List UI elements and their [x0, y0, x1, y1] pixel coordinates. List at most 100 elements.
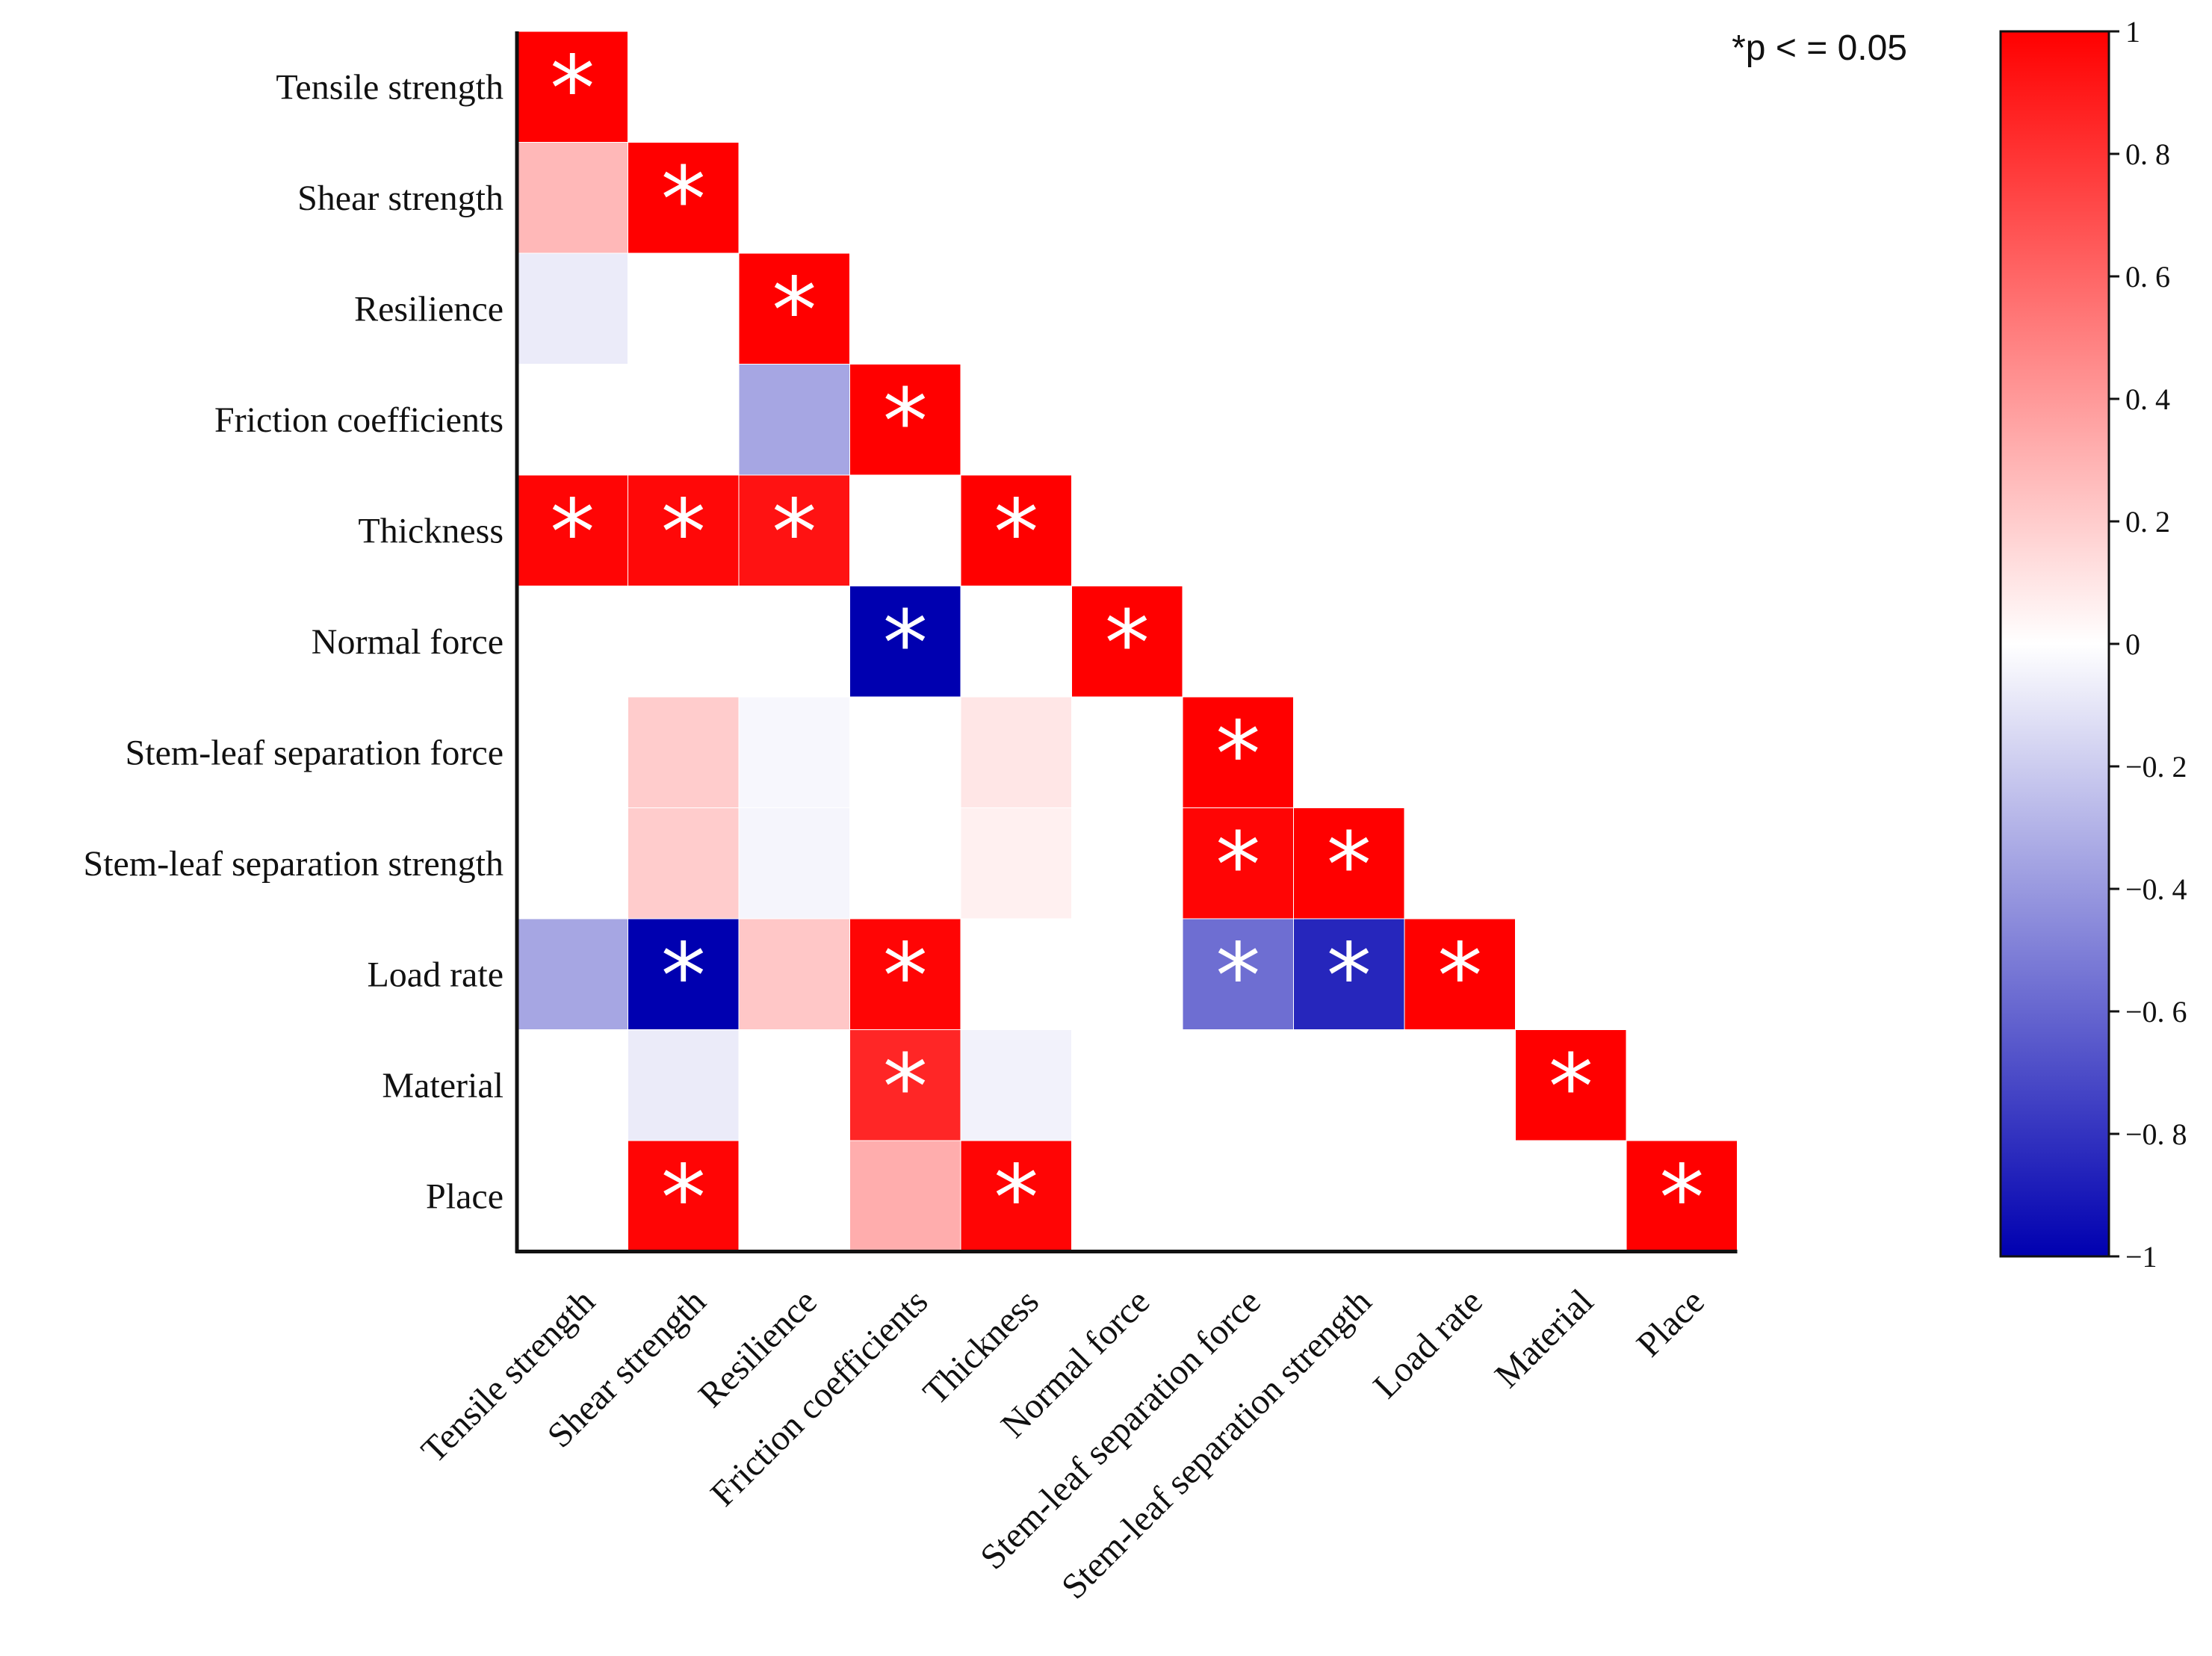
- significance-star: *: [1215, 925, 1260, 1029]
- heatmap-cell-place-resilience: [738, 1140, 850, 1252]
- significance-star: *: [994, 481, 1038, 585]
- heatmap-cell-place-place: [1626, 1140, 1738, 1252]
- row-label-place: Place: [426, 1176, 504, 1216]
- colorbar-tick-label: 0. 2: [2125, 505, 2170, 539]
- significance-star: *: [883, 370, 928, 474]
- heatmap-cell-material-resilience: [738, 1029, 850, 1141]
- heatmap-cell-material-friction-coefficients: [849, 1029, 961, 1141]
- colorbar-gradient: [1999, 30, 2110, 1258]
- significance-star: *: [994, 1147, 1038, 1250]
- matrix-axes: [515, 31, 1738, 1253]
- heatmap-cell-resilience-shear-strength: [628, 252, 740, 365]
- heatmap-cell-friction-coefficients-resilience: [738, 364, 850, 476]
- row-label-stem-leaf-separation-force: Stem-leaf separation force: [126, 733, 504, 772]
- colorbar-tick-label: 0. 6: [2125, 260, 2170, 294]
- column-label-friction-coefficients: Friction coefficients: [703, 1282, 935, 1514]
- significance-star: *: [1215, 703, 1260, 807]
- significance-star: *: [550, 37, 595, 141]
- colorbar-tick-label: 0. 4: [2125, 382, 2170, 416]
- heatmap-cell-normal-force-thickness: [960, 586, 1072, 698]
- colorbar-tick-label: −0. 2: [2125, 750, 2187, 784]
- significance-star: *: [1549, 1036, 1593, 1140]
- significance-star: *: [772, 259, 817, 363]
- heatmap-cell-place-stem-leaf-separation-strength: [1293, 1140, 1405, 1252]
- heatmap-cell-stem-leaf-separation-force-friction-coefficients: [849, 696, 961, 808]
- heatmap-cell-stem-leaf-separation-strength-stem-leaf-separation-strength: [1293, 807, 1405, 920]
- colorbar-tick-label: 0. 8: [2125, 137, 2170, 171]
- heatmap-cell-place-normal-force: [1071, 1140, 1183, 1252]
- significance-star: *: [1659, 1147, 1704, 1250]
- significance-star: *: [661, 925, 706, 1029]
- heatmap-cell-load-rate-load-rate: [1404, 918, 1516, 1030]
- heatmap-cell-thickness-friction-coefficients: [849, 474, 961, 586]
- heatmap-cell-stem-leaf-separation-force-stem-leaf-separation-force: [1182, 696, 1294, 808]
- heatmap-cell-stem-leaf-separation-force-shear-strength: [628, 696, 740, 808]
- colorbar-tick-label: 0: [2125, 627, 2140, 661]
- heatmap-cell-normal-force-normal-force: [1071, 586, 1183, 698]
- heatmap-cell-thickness-tensile-strength: [516, 474, 628, 586]
- significance-star: *: [1105, 592, 1150, 696]
- heatmap-cell-normal-force-resilience: [738, 586, 850, 698]
- row-label-stem-leaf-separation-strength: Stem-leaf separation strength: [84, 844, 504, 884]
- heatmap-cell-normal-force-tensile-strength: [516, 586, 628, 698]
- significance-star: *: [883, 592, 928, 696]
- colorbar-tick-label: −0. 8: [2125, 1117, 2187, 1151]
- significance-star: *: [661, 1147, 706, 1250]
- heatmap-cell-load-rate-tensile-strength: [516, 918, 628, 1030]
- heatmap-cell-friction-coefficients-tensile-strength: [516, 364, 628, 476]
- heatmap-cell-resilience-tensile-strength: [516, 252, 628, 365]
- heatmap-cell-stem-leaf-separation-force-normal-force: [1071, 696, 1183, 808]
- heatmap-cell-material-shear-strength: [628, 1029, 740, 1141]
- heatmap-cell-material-material: [1515, 1029, 1627, 1141]
- heatmap-cell-friction-coefficients-shear-strength: [628, 364, 740, 476]
- heatmap-cell-stem-leaf-separation-strength-resilience: [738, 807, 850, 920]
- heatmap-cell-stem-leaf-separation-strength-normal-force: [1071, 807, 1183, 920]
- significance-star: *: [1327, 814, 1372, 918]
- heatmap-cell-place-friction-coefficients: [849, 1140, 961, 1252]
- heatmap-cell-place-material: [1515, 1140, 1627, 1252]
- colorbar: 1 0. 8 0. 6 0. 4 0. 2 0 −0. 2 −0. 4 −0. 6 −0. 8 −1: [1999, 15, 2187, 1274]
- row-label-material: Material: [382, 1066, 504, 1105]
- heatmap-cell-load-rate-stem-leaf-separation-strength: [1293, 918, 1405, 1030]
- heatmap-cell-stem-leaf-separation-strength-shear-strength: [628, 807, 740, 920]
- heatmap-cell-stem-leaf-separation-force-thickness: [960, 696, 1072, 808]
- heatmap-cell-shear-strength-tensile-strength: [516, 142, 628, 254]
- heatmap-cell-material-load-rate: [1404, 1029, 1516, 1141]
- row-label-tensile-strength: Tensile strength: [276, 67, 504, 107]
- heatmap-cell-stem-leaf-separation-force-tensile-strength: [516, 696, 628, 808]
- heatmap-cell-load-rate-friction-coefficients: [849, 918, 961, 1030]
- significance-star: *: [661, 481, 706, 585]
- heatmap-cell-tensile-strength-tensile-strength: [516, 31, 628, 143]
- heatmap-cell-stem-leaf-separation-strength-stem-leaf-separation-force: [1182, 807, 1294, 920]
- heatmap-cell-stem-leaf-separation-strength-tensile-strength: [516, 807, 628, 920]
- significance-star: *: [772, 481, 817, 585]
- heatmap-cell-place-load-rate: [1404, 1140, 1516, 1252]
- significance-star: *: [1327, 925, 1372, 1029]
- column-label-load-rate: Load rate: [1366, 1282, 1490, 1407]
- column-label-material: Material: [1487, 1282, 1601, 1395]
- row-label-shear-strength: Shear strength: [297, 179, 504, 218]
- significance-star: *: [883, 925, 928, 1029]
- heatmap-cell-thickness-shear-strength: [628, 474, 740, 586]
- heatmap-cell-place-tensile-strength: [516, 1140, 628, 1252]
- heatmap-cell-normal-force-shear-strength: [628, 586, 740, 698]
- row-label-thickness: Thickness: [358, 511, 504, 551]
- heatmap-cell-stem-leaf-separation-strength-thickness: [960, 807, 1072, 920]
- heatmap-cell-shear-strength-shear-strength: [628, 142, 740, 254]
- colorbar-tick-label: −0. 6: [2125, 995, 2187, 1029]
- heatmap-cell-material-normal-force: [1071, 1029, 1183, 1141]
- heatmap-cell-stem-leaf-separation-strength-friction-coefficients: [849, 807, 961, 920]
- row-labels: Tensile strength Shear strength Resilience…: [84, 67, 504, 1216]
- heatmap-cell-material-stem-leaf-separation-force: [1182, 1029, 1294, 1141]
- row-label-load-rate: Load rate: [367, 955, 504, 994]
- significance-star: *: [883, 1036, 928, 1140]
- heatmap-cell-place-thickness: [960, 1140, 1072, 1252]
- heatmap-cells: ***** * * ** *** ** * * * ** ** * *: [516, 31, 1738, 1252]
- heatmap-cell-material-thickness: [960, 1029, 1072, 1141]
- row-label-normal-force: Normal force: [312, 622, 504, 662]
- heatmap-cell-resilience-resilience: [738, 252, 850, 365]
- significance-note: *p < = 0.05: [1732, 28, 1907, 68]
- heatmap-cell-stem-leaf-separation-force-resilience: [738, 696, 850, 808]
